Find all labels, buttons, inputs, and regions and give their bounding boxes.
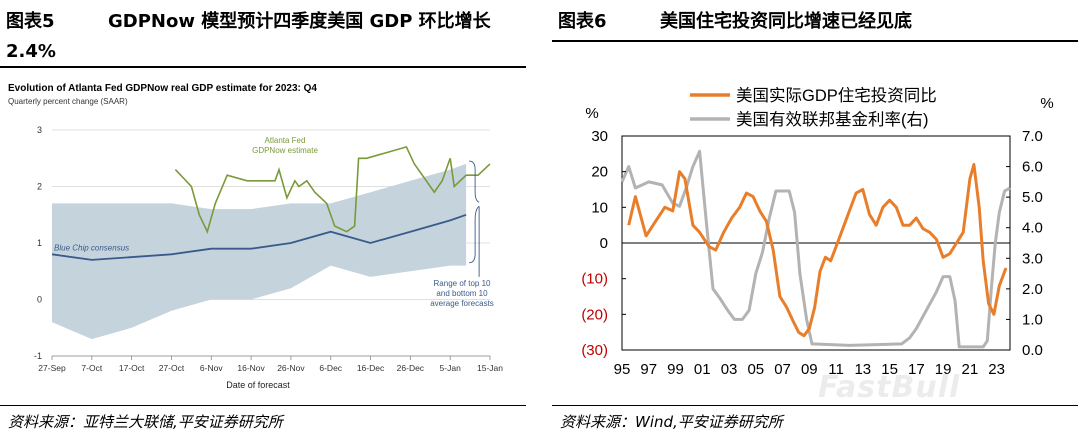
left-y-tick-label: 30 <box>591 128 608 145</box>
left-figure-title: 图表5 GDPNow 模型预计四季度美国 GDP 环比增长 <box>6 10 491 34</box>
left-figure-label: 图表5 <box>6 11 55 32</box>
bluechip-line <box>51 213 467 261</box>
x-tick-label: 05 <box>747 361 764 378</box>
range-brace <box>469 205 480 264</box>
right-title-rule <box>552 40 1078 42</box>
range-annotation: and bottom 10 <box>436 289 488 298</box>
x-tick-label: 07 <box>774 361 791 378</box>
right-y-tick-label: 7.0 <box>1022 128 1043 145</box>
range-band-area <box>52 163 467 340</box>
x-tick-label: 17-Oct <box>119 363 145 373</box>
left-y-tick-label: 10 <box>591 199 608 216</box>
x-tick-label: 26-Dec <box>397 363 425 373</box>
residential-chart-frame <box>621 135 1011 351</box>
right-y-tick-label: 2.0 <box>1022 281 1043 298</box>
left-y-tick-label: (20) <box>581 306 608 323</box>
x-tick-label: 27-Sep <box>38 363 66 373</box>
left-y-ticks: 30 20 10 0 (10) (20) (30) <box>581 128 626 359</box>
right-y-tick-label: 1.0 <box>1022 311 1043 328</box>
gdpnow-annotation: Atlanta Fed <box>265 136 306 145</box>
left-source-rule <box>0 405 526 406</box>
x-tick-label: 15-Jan <box>477 363 503 373</box>
right-y-tick-label: 6.0 <box>1022 159 1043 176</box>
bluechip-annotation: Blue Chip consensus <box>54 243 129 252</box>
right-y-tick-label: 4.0 <box>1022 220 1043 237</box>
residential-investment-line <box>627 163 1008 338</box>
year-x-ticks: 95 97 99 01 03 05 07 09 11 13 15 17 19 21 23 <box>614 361 1005 378</box>
right-figure-panel: 图表6 美国住宅投资同比增速已经见底 美国实际GDP住宅投资同比 美国有效联邦基金… <box>552 0 1080 440</box>
x-tick-label: 21 <box>962 361 979 378</box>
legend-label: 美国有效联邦基金利率(右) <box>736 110 929 129</box>
left-figure-title-line2: 2.4% <box>6 41 56 62</box>
left-source: 资料来源：亚特兰大联储,平安证券研究所 <box>8 413 283 431</box>
left-y-tick-label: 20 <box>591 164 608 181</box>
x-tick-label: 09 <box>801 361 818 378</box>
gdpnow-x-axis-label: Date of forecast <box>226 380 290 390</box>
left-y-tick-label: (10) <box>581 271 608 288</box>
legend-label: 美国实际GDP住宅投资同比 <box>736 86 937 105</box>
right-source: 资料来源：Wind,平安证券研究所 <box>560 413 783 431</box>
x-tick-label: 16-Nov <box>237 363 265 373</box>
right-y-tick-label: 5.0 <box>1022 189 1043 206</box>
range-annotation: Range of top 10 <box>434 279 491 288</box>
x-tick-label: 16-Dec <box>357 363 385 373</box>
watermark: FastBull <box>818 370 961 405</box>
right-y-ticks: 7.0 6.0 5.0 4.0 3.0 2.0 1.0 0.0 <box>1006 128 1043 359</box>
y-tick-label: 2 <box>37 182 42 192</box>
right-axis-unit: % <box>1040 95 1053 112</box>
left-y-tick-label: 0 <box>600 235 608 252</box>
x-tick-label: 19 <box>935 361 952 378</box>
x-tick-label: 5-Jan <box>440 363 462 373</box>
left-y-tick-label: (30) <box>581 342 608 359</box>
gdpnow-chart-subtitle: Quarterly percent change (SAAR) <box>8 97 128 106</box>
left-figure-title-text: GDPNow 模型预计四季度美国 GDP 环比增长 <box>108 11 491 32</box>
x-tick-label: 17 <box>908 361 925 378</box>
x-tick-label: 99 <box>667 361 684 378</box>
x-tick-label: 11 <box>828 361 844 378</box>
right-figure-title: 图表6 美国住宅投资同比增速已经见底 <box>558 10 912 34</box>
x-tick-label: 23 <box>988 361 1005 378</box>
x-tick-label: 03 <box>721 361 738 378</box>
right-figure-label: 图表6 <box>558 11 607 32</box>
left-figure-panel: 图表5 GDPNow 模型预计四季度美国 GDP 环比增长 2.4% Evolu… <box>0 0 530 440</box>
y-tick-label: 0 <box>37 295 42 305</box>
x-tick-label: 01 <box>694 361 711 378</box>
y-tick-label: 3 <box>37 125 42 135</box>
right-figure-title-text: 美国住宅投资同比增速已经见底 <box>660 11 912 32</box>
gdpnow-chart-title: Evolution of Atlanta Fed GDPNow real GDP… <box>8 83 317 94</box>
x-tick-label: 26-Nov <box>277 363 305 373</box>
x-tick-label: 97 <box>640 361 657 378</box>
range-annotation: average forecasts <box>430 299 494 308</box>
range-band <box>52 163 467 340</box>
left-axis-unit: % <box>585 105 598 122</box>
x-tick-label: 6-Dec <box>319 363 342 373</box>
gdpnow-annotation: GDPNow estimate <box>252 146 318 155</box>
x-tick-label: 6-Nov <box>200 363 223 373</box>
x-tick-label: 95 <box>614 361 631 378</box>
left-title-rule <box>0 66 526 68</box>
gdpnow-series-lines <box>51 145 491 261</box>
right-y-tick-label: 0.0 <box>1022 342 1043 359</box>
x-tick-label: 15 <box>881 361 898 378</box>
right-source-rule <box>552 405 1078 406</box>
fed-funds-line <box>620 149 1011 349</box>
gdpnow-chart: Evolution of Atlanta Fed GDPNow real GDP… <box>8 83 503 390</box>
y-tick-label: -1 <box>34 351 42 361</box>
range-brace <box>469 160 480 203</box>
x-tick-label: 13 <box>854 361 871 378</box>
residential-series-lines <box>620 149 1011 349</box>
right-y-tick-label: 3.0 <box>1022 250 1043 267</box>
y-tick-label: 1 <box>37 238 42 248</box>
gdpnow-line <box>174 145 491 234</box>
gdpnow-x-ticks: 27-Sep 7-Oct 17-Oct 27-Oct 6-Nov 16-Nov 26-Nov… <box>38 356 503 373</box>
gdpnow-y-ticks: 3 2 1 0 -1 <box>34 125 42 361</box>
x-tick-label: 27-Oct <box>159 363 185 373</box>
x-tick-label: 7-Oct <box>81 363 102 373</box>
